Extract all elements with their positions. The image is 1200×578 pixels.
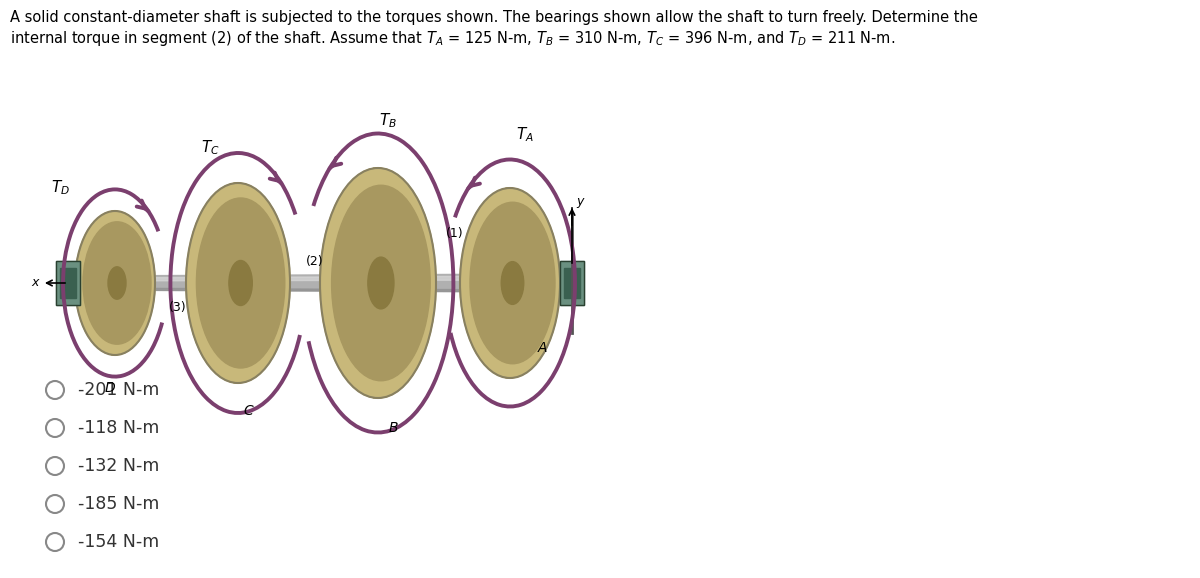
Bar	[560, 261, 584, 305]
Text: (3): (3)	[169, 302, 187, 314]
Ellipse shape	[331, 186, 431, 381]
Bar	[560, 261, 584, 305]
Ellipse shape	[320, 168, 436, 398]
Text: internal torque in segment (2) of the shaft. Assume that $T_A$ = 125 N-m, $T_B$ : internal torque in segment (2) of the sh…	[10, 29, 895, 48]
Text: $T_C$: $T_C$	[200, 139, 220, 157]
Text: $T_A$: $T_A$	[516, 125, 534, 144]
Text: C: C	[244, 404, 253, 418]
Text: -118 N-m: -118 N-m	[78, 419, 160, 437]
Ellipse shape	[197, 198, 284, 368]
Text: -201 N-m: -201 N-m	[78, 381, 160, 399]
Ellipse shape	[365, 168, 383, 398]
Text: -132 N-m: -132 N-m	[78, 457, 160, 475]
Bar	[56, 261, 80, 305]
Bar	[564, 268, 580, 298]
Ellipse shape	[83, 222, 151, 344]
Text: -185 N-m: -185 N-m	[78, 495, 160, 513]
Polygon shape	[60, 288, 565, 292]
Polygon shape	[60, 276, 565, 281]
Text: (2): (2)	[306, 254, 324, 268]
Ellipse shape	[106, 211, 118, 355]
Polygon shape	[60, 274, 565, 292]
Ellipse shape	[368, 257, 394, 309]
Ellipse shape	[227, 183, 242, 383]
Text: A: A	[538, 341, 547, 355]
Text: y: y	[576, 195, 583, 208]
Text: (1): (1)	[446, 227, 464, 239]
Text: B: B	[389, 421, 397, 435]
Ellipse shape	[502, 262, 523, 305]
Ellipse shape	[460, 188, 560, 378]
Ellipse shape	[470, 202, 554, 364]
Ellipse shape	[229, 261, 252, 306]
Ellipse shape	[108, 267, 126, 299]
Bar	[60, 268, 76, 298]
Bar	[56, 261, 80, 305]
Text: D: D	[104, 381, 115, 395]
Text: -154 N-m: -154 N-m	[78, 533, 160, 551]
Text: $T_B$: $T_B$	[379, 112, 397, 131]
Text: x: x	[31, 276, 38, 290]
Ellipse shape	[74, 211, 155, 355]
Text: A solid constant-diameter shaft is subjected to the torques shown. The bearings : A solid constant-diameter shaft is subje…	[10, 10, 978, 25]
Ellipse shape	[499, 188, 514, 378]
Text: $T_D$: $T_D$	[50, 179, 70, 197]
Ellipse shape	[186, 183, 290, 383]
